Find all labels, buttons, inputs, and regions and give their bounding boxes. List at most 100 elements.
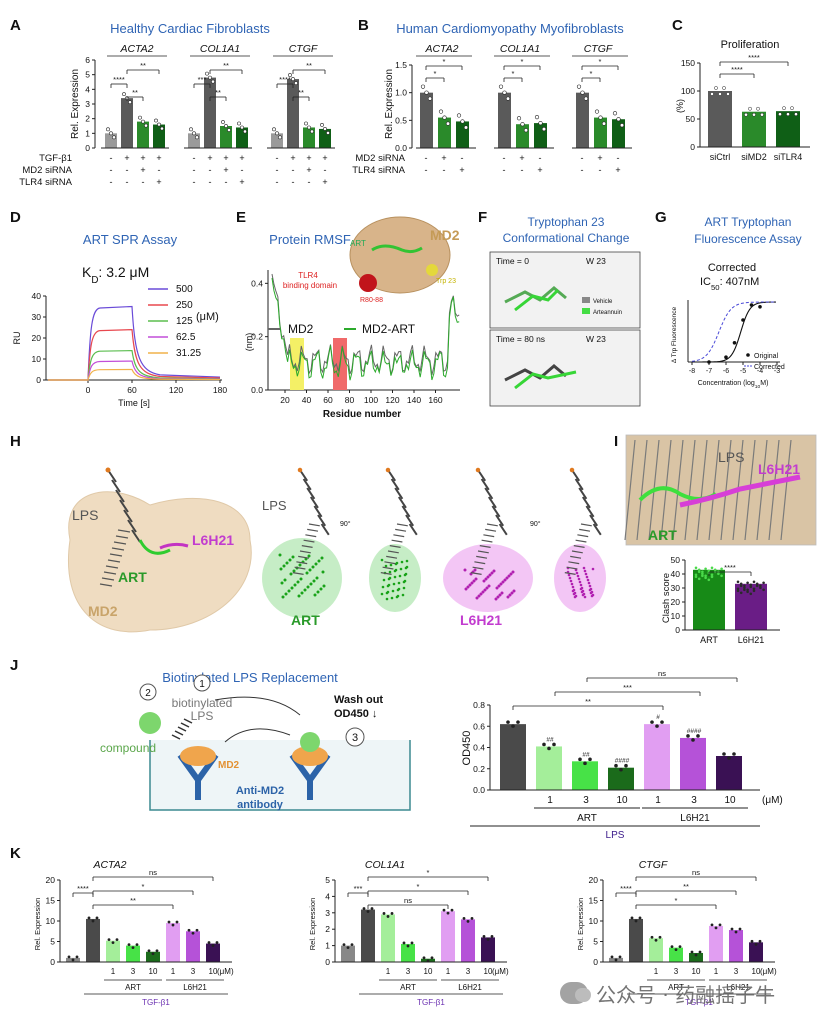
lps-chain — [308, 523, 320, 527]
art-pose — [392, 582, 396, 586]
l6h21-label: L6H21 — [192, 532, 234, 548]
data-point — [486, 938, 490, 941]
bar — [689, 952, 703, 962]
row-sign: - — [425, 153, 428, 163]
art-pose — [397, 581, 401, 585]
y-tick-label: 0 — [690, 142, 695, 152]
bar — [608, 767, 634, 790]
art-pose — [287, 589, 291, 593]
conc-label: 10 — [209, 967, 218, 976]
lps-bond — [498, 523, 508, 536]
lps-label: LPS — [72, 507, 98, 523]
panel-g: ART Tryptophan Fluorescence Assay Correcte… — [671, 215, 802, 390]
l6h21-pose — [588, 584, 592, 588]
legend-label: 31.25 — [176, 348, 201, 359]
y-tick-label: 150 — [681, 58, 695, 68]
y-axis-label: Rel. Expression — [576, 898, 585, 951]
bar — [204, 77, 216, 148]
sig-label: ns — [149, 868, 157, 877]
bar — [121, 98, 133, 148]
art-pose — [394, 562, 398, 566]
art-pose — [309, 582, 313, 586]
data-point — [704, 567, 707, 571]
l6h21-pose — [579, 587, 583, 591]
lps-bond — [317, 514, 327, 527]
y-tick-label: 20 — [589, 875, 599, 885]
sig-label: **** — [748, 53, 760, 62]
lps-chain — [301, 545, 313, 548]
data-point — [463, 125, 469, 130]
panel-letter: B — [358, 17, 369, 34]
lps-chain — [580, 523, 592, 527]
sig-label: **** — [113, 75, 125, 84]
sig-label: ** — [585, 697, 591, 706]
data-point — [310, 129, 314, 134]
data-point — [207, 941, 211, 944]
data-point — [749, 583, 753, 587]
lps-chain — [107, 559, 121, 563]
data-point — [722, 752, 726, 756]
data-point — [619, 123, 625, 128]
data-point — [107, 938, 111, 942]
ic50-label: IC50: 407nM — [700, 276, 759, 292]
bar — [456, 121, 469, 148]
bar — [649, 938, 663, 962]
art-pose — [320, 556, 324, 560]
sig-label: * — [599, 57, 602, 66]
x-tick-label: -5 — [740, 368, 746, 375]
lps-chain — [624, 439, 636, 541]
lps-bond — [111, 479, 121, 493]
bar — [709, 925, 723, 962]
row-sign: - — [503, 165, 506, 175]
row-sign: - — [209, 165, 212, 175]
gene-label: COL1A1 — [200, 43, 240, 55]
y-axis-label: Rel. Expression — [70, 69, 81, 139]
bar — [669, 947, 683, 962]
lps-chain — [570, 555, 582, 559]
lps-chain — [307, 528, 319, 532]
bar — [735, 583, 767, 630]
lps-bond — [313, 505, 323, 518]
legend-label: MD2 — [288, 322, 314, 336]
art-pose — [292, 569, 296, 573]
data-point — [456, 113, 462, 118]
lps-chain — [486, 523, 498, 527]
data-point — [741, 318, 745, 322]
lps-bond — [581, 496, 591, 509]
data-point — [390, 912, 394, 915]
trp-structure — [514, 370, 577, 390]
data-point — [442, 908, 446, 912]
data-point — [506, 720, 510, 724]
l6h21-cloud — [554, 544, 606, 612]
data-point — [154, 118, 158, 123]
data-point — [658, 935, 662, 939]
lps-chain — [386, 555, 398, 559]
y-tick-label: 6 — [85, 55, 90, 65]
lps-chain — [105, 565, 119, 569]
data-point — [610, 955, 614, 959]
lps-chain — [115, 535, 129, 539]
panel-letter: K — [10, 845, 21, 862]
gene-label: COL1A1 — [500, 43, 540, 55]
data-point — [128, 100, 132, 105]
legend-swatch — [746, 353, 750, 357]
wechat-icon — [560, 982, 591, 1004]
y-tick-label: 1.0 — [395, 88, 407, 98]
data-point — [759, 586, 762, 590]
lps-bond — [131, 529, 141, 543]
art-pose — [385, 591, 389, 595]
data-point — [724, 355, 728, 360]
row-sign: - — [461, 153, 464, 163]
data-point — [112, 135, 116, 140]
l6h21-pose — [496, 595, 500, 599]
data-point — [470, 916, 474, 920]
row-sign: - — [126, 177, 129, 187]
panel-f: Tryptophan 23 Conformational Change Time =… — [489, 215, 641, 407]
data-point — [697, 568, 701, 572]
legend-label: MD2-ART — [362, 322, 416, 336]
data-point — [743, 584, 746, 588]
panel-title: Proliferation — [721, 39, 780, 51]
data-point — [694, 566, 698, 570]
y-tick-label: 10 — [671, 611, 681, 621]
data-point — [420, 84, 426, 89]
